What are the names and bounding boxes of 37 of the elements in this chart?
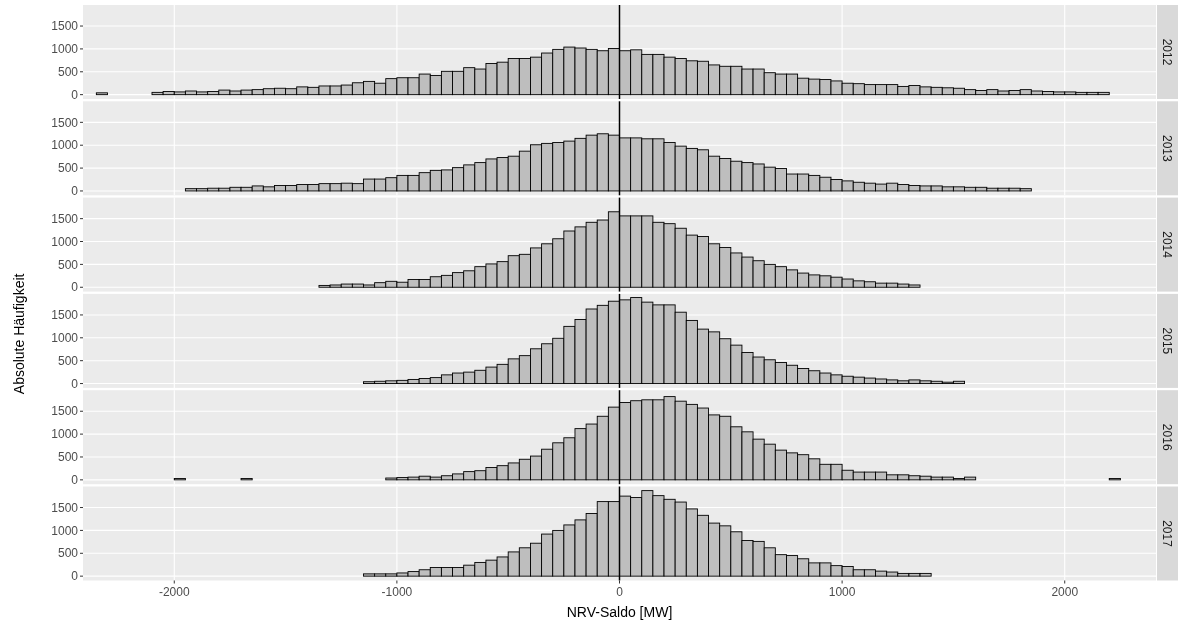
y-tick-label: 1500	[51, 500, 79, 515]
y-tick-label: 1000	[51, 523, 79, 538]
x-tick-label: -1000	[381, 584, 413, 599]
x-tick-label: 2000	[1051, 584, 1079, 599]
y-tick-label: 0	[71, 569, 79, 584]
y-tick-label: 1000	[51, 138, 79, 153]
y-tick-label: 500	[57, 450, 79, 465]
panel-strip: 2015	[1157, 293, 1178, 388]
y-tick-label: 500	[57, 64, 79, 79]
y-tick-label: 0	[71, 280, 79, 295]
x-tick-label: 1000	[828, 584, 856, 599]
y-tick-label: 0	[71, 473, 79, 488]
y-tick-label: 1500	[51, 211, 79, 226]
y-tick-label: 0	[71, 376, 79, 391]
panel-strip: 2016	[1157, 390, 1178, 485]
y-tick-label: 1000	[51, 42, 79, 57]
y-tick-label: 500	[57, 257, 79, 272]
x-axis-title: NRV-Saldo [MW]	[566, 603, 673, 620]
panel-strip: 2017	[1157, 486, 1178, 581]
y-tick-label: 1000	[51, 427, 79, 442]
y-tick-label: 500	[57, 546, 79, 561]
y-tick-label: 0	[71, 184, 79, 199]
panel-strip: 2012	[1157, 5, 1178, 99]
y-tick-label: 1000	[51, 331, 79, 346]
y-tick-label: 1500	[51, 404, 79, 419]
y-tick-label: 1500	[51, 308, 79, 323]
x-tick-label: -2000	[158, 584, 190, 599]
panel-strip: 2013	[1157, 101, 1178, 196]
x-tick-label: 0	[616, 584, 624, 599]
y-tick-label: 500	[57, 161, 79, 176]
y-tick-label: 500	[57, 353, 79, 368]
y-tick-label: 1500	[51, 19, 79, 34]
panel-strip: 2014	[1157, 197, 1178, 292]
y-tick-label: 1000	[51, 234, 79, 249]
y-tick-label: 0	[71, 87, 79, 102]
y-tick-label: 1500	[51, 115, 79, 130]
y-axis-title: Absolute Häufigkeit	[11, 273, 27, 395]
